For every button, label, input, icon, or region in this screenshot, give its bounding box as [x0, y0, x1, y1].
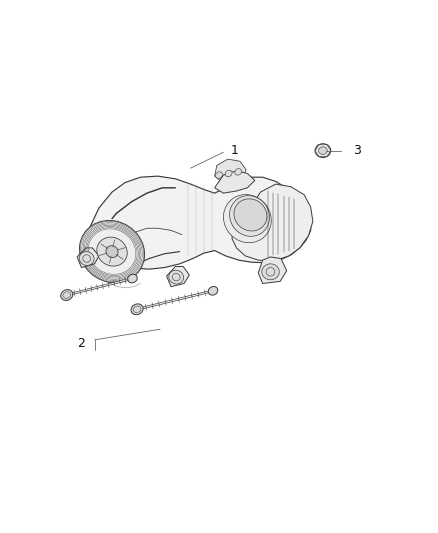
Ellipse shape	[235, 168, 242, 175]
Ellipse shape	[169, 270, 184, 284]
Ellipse shape	[79, 221, 145, 283]
Polygon shape	[166, 266, 189, 287]
Polygon shape	[258, 257, 287, 284]
Ellipse shape	[208, 287, 218, 295]
Ellipse shape	[131, 304, 143, 314]
Ellipse shape	[225, 170, 232, 177]
Polygon shape	[215, 171, 255, 193]
Ellipse shape	[315, 144, 331, 158]
Polygon shape	[232, 184, 313, 261]
Ellipse shape	[223, 195, 271, 243]
Ellipse shape	[79, 252, 94, 265]
Polygon shape	[215, 159, 246, 181]
Polygon shape	[77, 248, 99, 268]
Ellipse shape	[262, 264, 279, 280]
Text: 2: 2	[78, 337, 85, 350]
Ellipse shape	[234, 199, 267, 231]
Ellipse shape	[318, 147, 327, 155]
Text: 1: 1	[230, 144, 238, 157]
Text: 3: 3	[353, 144, 360, 157]
Ellipse shape	[215, 172, 223, 179]
Ellipse shape	[230, 196, 269, 236]
Ellipse shape	[106, 246, 118, 257]
Ellipse shape	[97, 237, 127, 266]
Ellipse shape	[128, 274, 137, 283]
Ellipse shape	[61, 289, 73, 301]
Polygon shape	[86, 176, 311, 269]
